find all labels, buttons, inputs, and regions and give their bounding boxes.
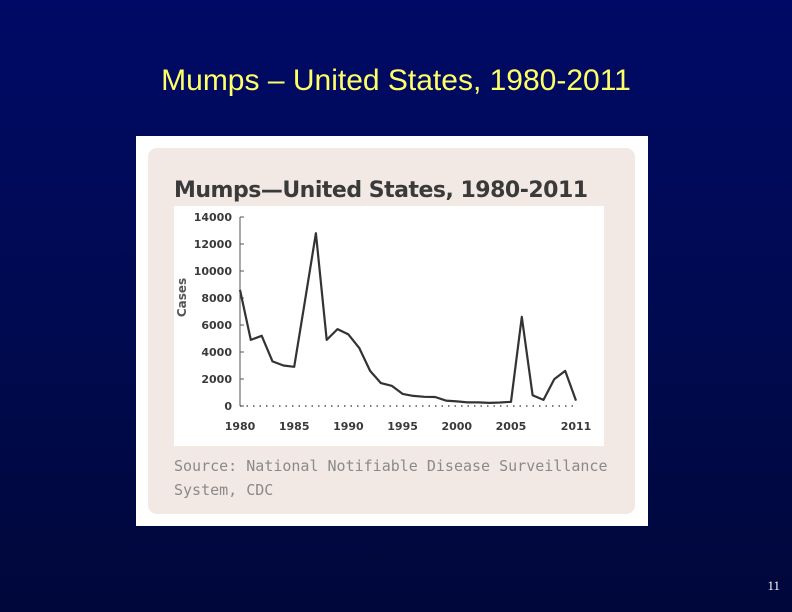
page-number: 11 <box>767 578 780 593</box>
slide-title: Mumps – United States, 1980-2011 <box>161 64 631 97</box>
y-tick-label: 2000 <box>201 373 232 386</box>
x-tick-label: 2000 <box>441 420 472 433</box>
x-tick-label: 1990 <box>333 420 364 433</box>
x-tick-label: 2011 <box>561 420 592 433</box>
y-tick-label: 8000 <box>201 292 232 305</box>
x-tick-label: 1985 <box>279 420 310 433</box>
x-tick-label: 1995 <box>387 420 418 433</box>
y-tick-label: 0 <box>224 400 232 413</box>
y-tick-label: 4000 <box>201 346 232 359</box>
y-tick-label: 6000 <box>201 319 232 332</box>
source-line-1: Source: National Notifiable Disease Surv… <box>174 457 608 475</box>
y-tick-label: 14000 <box>194 211 233 224</box>
chart-title: Mumps—United States, 1980-2011 <box>174 178 588 203</box>
y-axis-label: Cases <box>175 278 189 317</box>
x-tick-label: 2005 <box>496 420 527 433</box>
y-tick-label: 12000 <box>194 238 233 251</box>
mumps-line-chart: 0 2000 4000 6000 8000 10000 12000 14000 1980 1985… <box>174 206 604 446</box>
chart-figure: Mumps—United States, 1980-2011 0 2000 4000… <box>136 136 648 526</box>
source-line-2: System, CDC <box>174 481 274 499</box>
y-tick-label: 10000 <box>194 265 233 278</box>
x-tick-label: 1980 <box>225 420 256 433</box>
chart-source: Source: National Notifiable Disease Surv… <box>174 454 619 502</box>
plot-area <box>174 206 604 446</box>
series-line <box>238 232 578 404</box>
